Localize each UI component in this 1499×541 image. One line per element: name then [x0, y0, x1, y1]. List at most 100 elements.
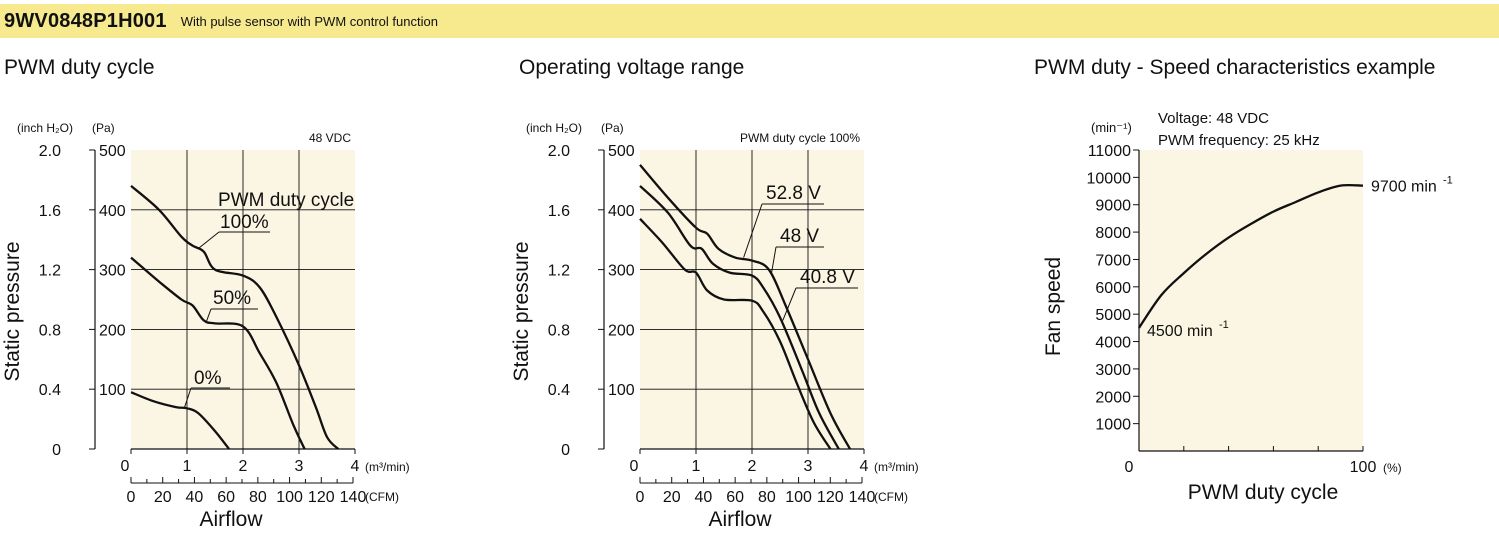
chart1-x-label: Airflow — [199, 508, 263, 531]
chart3-y-unit: (min⁻¹) — [1091, 120, 1132, 135]
chart2-series-label-0: 52.8 V — [766, 183, 821, 204]
chart2-cfm-tick: 20 — [663, 489, 681, 506]
chart2-y-tick-pa: 400 — [608, 203, 635, 220]
chart2-series-label-2: 40.8 V — [800, 267, 855, 288]
chart1-label-leader-1 — [206, 308, 212, 322]
chart2-x-unit-top: (m³/min) — [874, 460, 919, 474]
chart3-plot-area — [1139, 150, 1363, 451]
chart3-y-tick: 9000 — [1095, 198, 1131, 215]
chart2-series-line-0 — [639, 164, 852, 450]
model-description: With pulse sensor with PWM control funct… — [180, 13, 438, 29]
chart1-x-unit-top: (m³/min) — [365, 460, 410, 474]
chart3-end-label-superscript: -1 — [1443, 175, 1453, 187]
chart1-y-tick-pa: 400 — [99, 203, 126, 220]
chart2-label-leader-2 — [782, 287, 797, 321]
chart3-x-label: PWM duty cycle — [1188, 481, 1339, 504]
chart1-y-tick-pa: 300 — [99, 263, 126, 280]
chart2-condition-label: PWM duty cycle 100% — [740, 131, 860, 145]
chart1-x-tick: 1 — [183, 458, 192, 475]
chart1-cfm-tick: 60 — [217, 489, 235, 506]
chart1-series-line-1 — [130, 256, 306, 450]
chart3-x-tick: 0 — [1125, 459, 1134, 476]
chart2-y-tick-inch: 0.4 — [548, 382, 570, 399]
chart1-y-tick-inch: 0.8 — [39, 322, 61, 339]
chart3-y-tick: 6000 — [1095, 280, 1131, 297]
chart2-y-label: Static pressure — [510, 241, 533, 381]
chart1-cfm-tick: 80 — [249, 489, 267, 506]
chart1-series-label-2: 0% — [194, 368, 222, 389]
chart2-series-label-1: 48 V — [780, 226, 819, 247]
chart-1-title: PWM duty cycle — [4, 56, 155, 79]
chart3-y-tick: 2000 — [1095, 389, 1131, 406]
chart3-x-unit: (%) — [1383, 461, 1402, 475]
chart2-y-tick-pa: 500 — [608, 143, 635, 160]
chart2-cfm-tick: 80 — [758, 489, 776, 506]
chart1-x-unit-bottom: (CFM) — [365, 490, 399, 504]
chart3-condition-voltage: Voltage: 48 VDC — [1158, 110, 1269, 127]
chart2-x-unit-bottom: (CFM) — [874, 490, 908, 504]
chart-2-title: Operating voltage range — [519, 56, 745, 79]
chart1-y-tick-pa: 100 — [99, 382, 126, 399]
chart2-cfm-tick: 140 — [849, 489, 876, 506]
chart1-y-tick-inch: 1.2 — [39, 263, 61, 280]
chart3-y-tick: 10000 — [1087, 170, 1132, 187]
chart2-y-unit-pa: (Pa) — [601, 121, 624, 135]
chart2-cfm-tick: 40 — [695, 489, 713, 506]
chart1-cfm-tick: 40 — [186, 489, 204, 506]
chart3-y-tick: 11000 — [1088, 143, 1131, 160]
chart1-label-leader-2 — [183, 387, 192, 409]
chart1-cfm-tick: 100 — [276, 489, 303, 506]
chart2-series-line-1 — [639, 185, 840, 450]
chart2-y-tick-pa: 300 — [608, 263, 635, 280]
chart3-end-label: 9700 min — [1371, 179, 1437, 196]
chart1-cfm-tick: 0 — [127, 489, 136, 506]
chart1-series-label-1: 50% — [213, 288, 251, 309]
chart2-series-line-2 — [639, 218, 832, 450]
chart3-y-tick: 4000 — [1095, 335, 1131, 352]
header-bar: 9WV0848P1H001 With pulse sensor with PWM… — [0, 4, 1499, 38]
chart1-y-unit-inch: (inch H₂O) — [17, 121, 73, 135]
chart2-label-leader-1 — [771, 246, 777, 273]
chart2-label-leader-0 — [743, 203, 763, 258]
chart3-start-label-superscript: -1 — [1219, 319, 1229, 331]
chart2-y-tick-pa: 200 — [608, 322, 635, 339]
chart1-condition-label: 48 VDC — [309, 131, 351, 145]
chart3-x-tick: 100 — [1350, 459, 1377, 476]
chart2-x-tick: 4 — [860, 458, 869, 475]
chart3-condition-frequency: PWM frequency: 25 kHz — [1158, 132, 1320, 149]
chart3-y-tick: 1000 — [1095, 417, 1131, 434]
chart1-series-line-2 — [130, 391, 230, 450]
chart1-y-tick-pa: 200 — [99, 322, 126, 339]
chart1-x-tick: 4 — [351, 458, 360, 475]
chart1-annotation-title: PWM duty cycle — [218, 190, 354, 211]
chart1-x-tick: 0 — [121, 458, 130, 475]
chart1-x-tick: 3 — [295, 458, 304, 475]
chart3-y-tick: 5000 — [1095, 307, 1131, 324]
chart1-cfm-tick: 140 — [340, 489, 367, 506]
chart1-cfm-tick: 20 — [154, 489, 172, 506]
chart2-x-tick: 0 — [630, 458, 639, 475]
chart2-y-unit-inch: (inch H₂O) — [526, 121, 582, 135]
chart3-y-tick: 8000 — [1095, 225, 1131, 242]
chart1-cfm-tick: 120 — [308, 489, 335, 506]
chart1-y-tick-inch: 1.6 — [39, 203, 61, 220]
chart2-y-tick-inch: 2.0 — [548, 143, 570, 160]
model-number: 9WV0848P1H001 — [4, 9, 167, 32]
chart1-x-tick: 2 — [239, 458, 248, 475]
chart2-y-tick-inch: 1.6 — [548, 203, 570, 220]
chart3-series-line — [1138, 183, 1364, 329]
chart2-x-tick: 3 — [804, 458, 813, 475]
chart1-y-unit-pa: (Pa) — [92, 121, 115, 135]
chart1-series-label-0: 100% — [220, 212, 269, 233]
chart2-cfm-tick: 0 — [636, 489, 645, 506]
chart1-y-tick-inch: 0.4 — [39, 382, 61, 399]
chart2-x-label: Airflow — [708, 508, 772, 531]
chart-3-title: PWM duty - Speed characteristics example — [1034, 56, 1436, 79]
chart1-y-label: Static pressure — [1, 241, 24, 381]
chart2-cfm-tick: 60 — [726, 489, 744, 506]
chart1-y-tick-inch: 0 — [52, 442, 61, 459]
chart1-label-leader-0 — [197, 231, 220, 250]
